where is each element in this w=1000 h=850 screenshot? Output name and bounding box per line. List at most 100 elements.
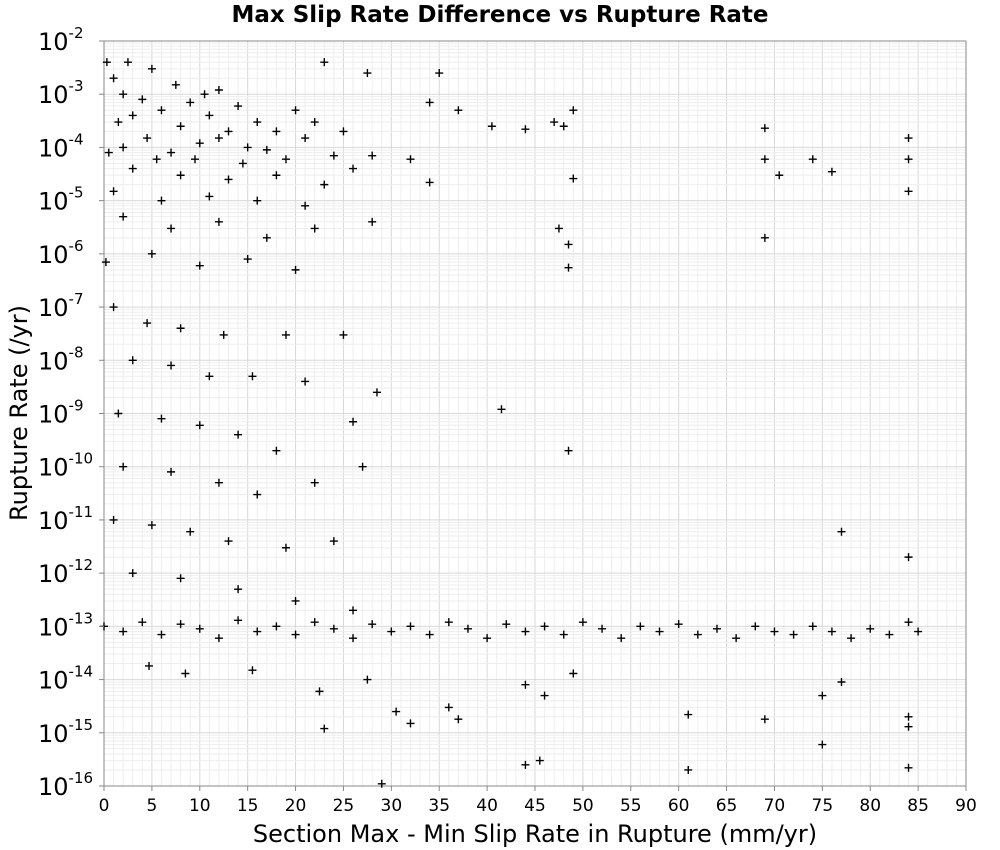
data-point bbox=[569, 174, 578, 183]
data-point bbox=[253, 627, 262, 636]
data-point bbox=[808, 622, 817, 631]
data-point bbox=[904, 187, 913, 196]
data-point bbox=[147, 64, 156, 73]
data-point bbox=[109, 515, 118, 524]
x-axis-ticks: 0 5 10 15 20 25 30 35 40 45 50 55 60 65 70 75 80 85 90 bbox=[99, 786, 977, 816]
data-point bbox=[425, 178, 434, 187]
data-point bbox=[693, 630, 702, 639]
data-point bbox=[358, 462, 367, 471]
data-point bbox=[904, 763, 913, 772]
data-point bbox=[291, 596, 300, 605]
y-tick-label: 10-9 bbox=[38, 397, 84, 429]
data-point bbox=[272, 446, 281, 455]
data-point bbox=[425, 98, 434, 107]
data-point bbox=[167, 467, 176, 476]
data-points bbox=[100, 58, 923, 788]
data-point bbox=[904, 722, 913, 731]
data-point bbox=[349, 164, 358, 173]
data-point bbox=[329, 151, 338, 160]
data-point bbox=[119, 462, 128, 471]
data-point bbox=[368, 151, 377, 160]
data-point bbox=[363, 69, 372, 78]
data-point bbox=[914, 627, 923, 636]
data-point bbox=[760, 124, 769, 133]
y-tick-label: 10-8 bbox=[38, 343, 84, 375]
data-point bbox=[598, 624, 607, 633]
data-point bbox=[200, 90, 209, 99]
data-point bbox=[272, 171, 281, 180]
data-point bbox=[368, 620, 377, 629]
data-point bbox=[147, 521, 156, 530]
data-point bbox=[808, 155, 817, 164]
x-tick-label: 45 bbox=[524, 796, 546, 816]
y-axis-title: Rupture Rate (/yr) bbox=[5, 305, 33, 521]
data-point bbox=[224, 127, 233, 136]
data-point bbox=[224, 537, 233, 546]
data-point bbox=[119, 627, 128, 636]
data-point bbox=[138, 618, 147, 627]
data-point bbox=[770, 627, 779, 636]
y-axis-ticks: 10-16 10-15 10-14 10-13 10-12 10-11 10-10 10-9 1… bbox=[38, 24, 104, 801]
data-point bbox=[540, 691, 549, 700]
x-tick-label: 0 bbox=[99, 796, 110, 816]
data-point bbox=[363, 675, 372, 684]
data-point bbox=[463, 624, 472, 633]
data-point bbox=[847, 634, 856, 643]
data-point bbox=[109, 303, 118, 312]
y-tick-label: 10-6 bbox=[38, 237, 84, 269]
data-point bbox=[521, 680, 530, 689]
data-point bbox=[205, 111, 214, 120]
data-point bbox=[128, 356, 137, 365]
data-point bbox=[119, 212, 128, 221]
data-point bbox=[253, 196, 262, 205]
data-point bbox=[109, 187, 118, 196]
data-point bbox=[147, 249, 156, 258]
x-tick-label: 40 bbox=[476, 796, 498, 816]
data-point bbox=[123, 58, 132, 67]
data-point bbox=[224, 175, 233, 184]
data-point bbox=[214, 478, 223, 487]
data-point bbox=[167, 148, 176, 157]
chart-title: Max Slip Rate Difference vs Rupture Rate bbox=[231, 2, 769, 28]
data-point bbox=[904, 712, 913, 721]
data-point bbox=[818, 691, 827, 700]
y-tick-label: 10-12 bbox=[38, 556, 93, 588]
data-point bbox=[157, 106, 166, 115]
data-point bbox=[578, 618, 587, 627]
y-tick-label: 10-3 bbox=[38, 77, 84, 109]
x-tick-label: 50 bbox=[572, 796, 594, 816]
data-point bbox=[732, 634, 741, 643]
data-point bbox=[152, 155, 161, 164]
y-tick-label: 10-16 bbox=[38, 769, 93, 801]
data-point bbox=[219, 330, 228, 339]
x-tick-label: 55 bbox=[620, 796, 642, 816]
data-point bbox=[253, 490, 262, 499]
data-point bbox=[569, 669, 578, 678]
data-point bbox=[775, 171, 784, 180]
data-point bbox=[885, 630, 894, 639]
x-tick-label: 70 bbox=[764, 796, 786, 816]
data-point bbox=[109, 74, 118, 83]
data-point bbox=[349, 634, 358, 643]
data-point bbox=[205, 372, 214, 381]
data-point bbox=[195, 624, 204, 633]
data-point bbox=[176, 122, 185, 131]
data-point bbox=[291, 265, 300, 274]
data-point bbox=[617, 634, 626, 643]
data-point bbox=[186, 527, 195, 536]
data-point bbox=[195, 139, 204, 148]
data-point bbox=[214, 134, 223, 143]
data-point bbox=[176, 574, 185, 583]
x-tick-label: 35 bbox=[428, 796, 450, 816]
data-point bbox=[138, 95, 147, 104]
data-point bbox=[837, 678, 846, 687]
data-point bbox=[145, 661, 154, 670]
data-point bbox=[712, 624, 721, 633]
data-point bbox=[157, 630, 166, 639]
data-point bbox=[281, 543, 290, 552]
data-point bbox=[248, 666, 257, 675]
data-point bbox=[564, 240, 573, 249]
data-point bbox=[818, 740, 827, 749]
data-point bbox=[684, 710, 693, 719]
